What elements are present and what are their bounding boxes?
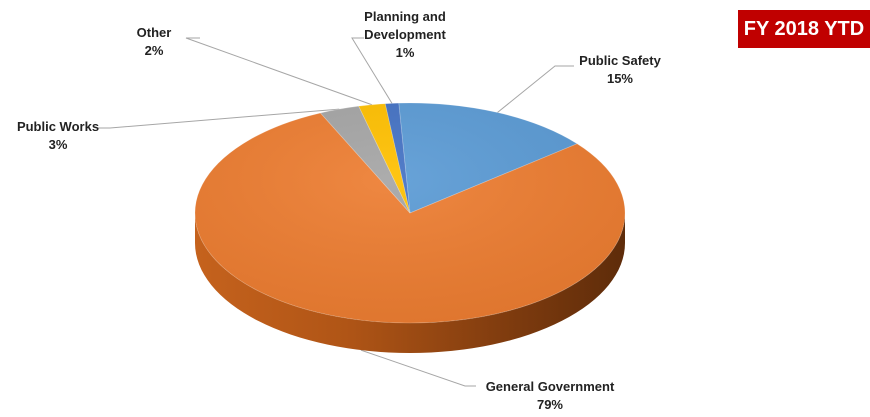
label-planning-line1: Planning and: [364, 9, 446, 24]
label-general-government: General Government 79%: [486, 378, 615, 414]
label-planning-pct: 1%: [395, 45, 415, 60]
label-public-safety-pct: 15%: [606, 71, 634, 86]
label-public-works-name: Public Works: [16, 119, 100, 134]
leader-lines: [98, 37, 574, 387]
label-public-works: Public Works 3%: [17, 118, 99, 154]
leader-line-planning: [351, 37, 393, 104]
leader-line-public-works: [98, 108, 340, 129]
label-public-works-pct: 3%: [48, 137, 68, 152]
label-other-pct: 2%: [144, 43, 164, 58]
leader-line-other: [185, 37, 373, 106]
label-public-safety: Public Safety 15%: [579, 52, 661, 88]
pie-top-shading: [195, 103, 625, 323]
leader-line-general-government: [360, 349, 476, 387]
pie-slices: [194, 102, 626, 324]
label-public-safety-name: Public Safety: [579, 53, 661, 68]
label-other-name: Other: [136, 25, 172, 40]
label-general-government-name: General Government: [485, 379, 615, 394]
label-planning: Planning and Development 1%: [364, 8, 446, 62]
label-planning-line2: Development: [364, 27, 446, 42]
label-other: Other 2%: [137, 24, 172, 60]
pie-side-general-government: [195, 213, 625, 353]
label-general-government-pct: 79%: [536, 397, 564, 412]
period-badge: FY 2018 YTD: [738, 10, 870, 48]
pie-side-wall: [195, 213, 625, 353]
leader-line-public-safety: [497, 65, 574, 113]
